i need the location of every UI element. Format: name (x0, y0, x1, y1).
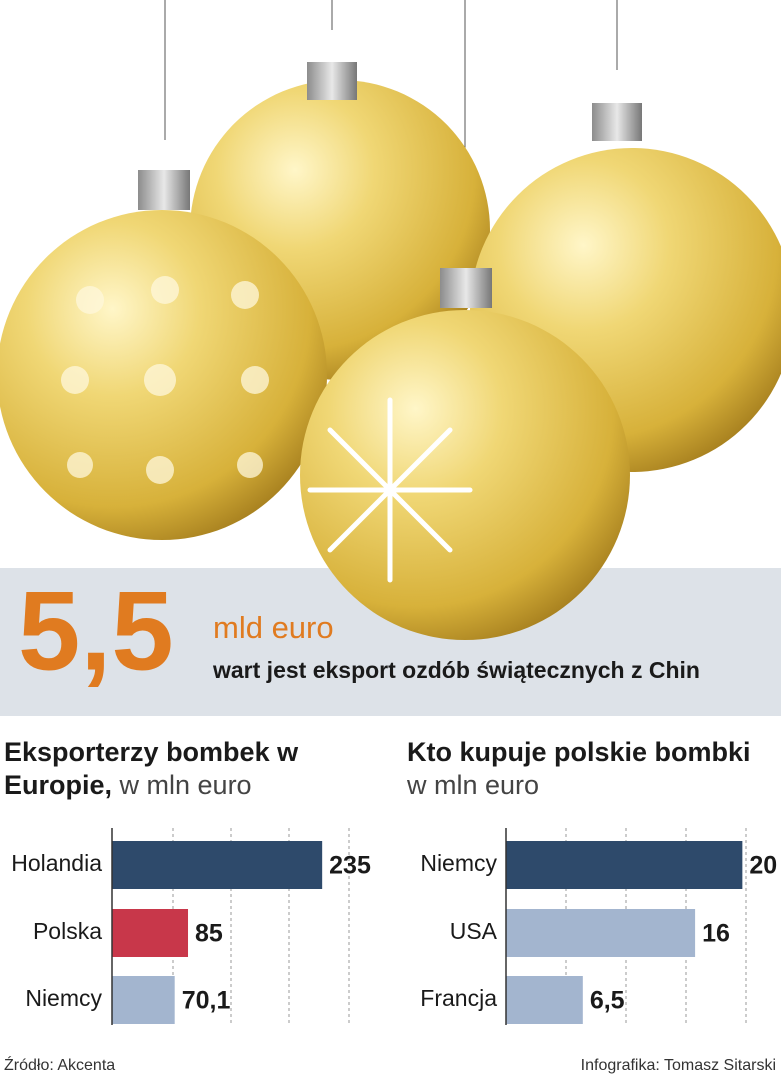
value-label: 20 (749, 852, 777, 880)
chart-title: Eksporterzy bombek w Europie, (4, 737, 299, 800)
bar (112, 909, 189, 957)
chart-title-block: Kto kupuje polskie bombki w mln euro (407, 736, 777, 802)
chart-subtitle: w mln euro (119, 770, 252, 800)
value-label: 85 (195, 920, 223, 948)
bar (506, 909, 696, 957)
headline-text: wart jest eksport ozdób świątecznych z C… (212, 657, 700, 683)
value-label: 6,5 (590, 987, 625, 1015)
headline-number: 5,5 (18, 569, 174, 694)
category-label: Francja (420, 985, 497, 1011)
value-label: 16 (702, 920, 730, 948)
chart-title-block: Eksporterzy bombek w Europie, w mln euro (4, 736, 304, 802)
bar (506, 976, 583, 1024)
category-label: Niemcy (25, 985, 102, 1011)
chart-title: Kto kupuje polskie bombki (407, 737, 751, 767)
credit: Infografika: Tomasz Sitarski (581, 1057, 776, 1074)
bar (112, 841, 323, 889)
bar (506, 841, 743, 889)
value-label: 235 (329, 852, 371, 880)
bar (112, 976, 175, 1024)
headline-unit: mld euro (213, 610, 334, 645)
category-label: USA (450, 918, 498, 944)
category-label: Niemcy (420, 850, 497, 876)
category-label: Holandia (11, 850, 102, 876)
value-label: 70,1 (182, 987, 231, 1015)
ornaments (0, 0, 781, 640)
source: Źródło: Akcenta (4, 1055, 115, 1074)
chart-subtitle: w mln euro (407, 770, 540, 800)
category-label: Polska (33, 918, 102, 944)
